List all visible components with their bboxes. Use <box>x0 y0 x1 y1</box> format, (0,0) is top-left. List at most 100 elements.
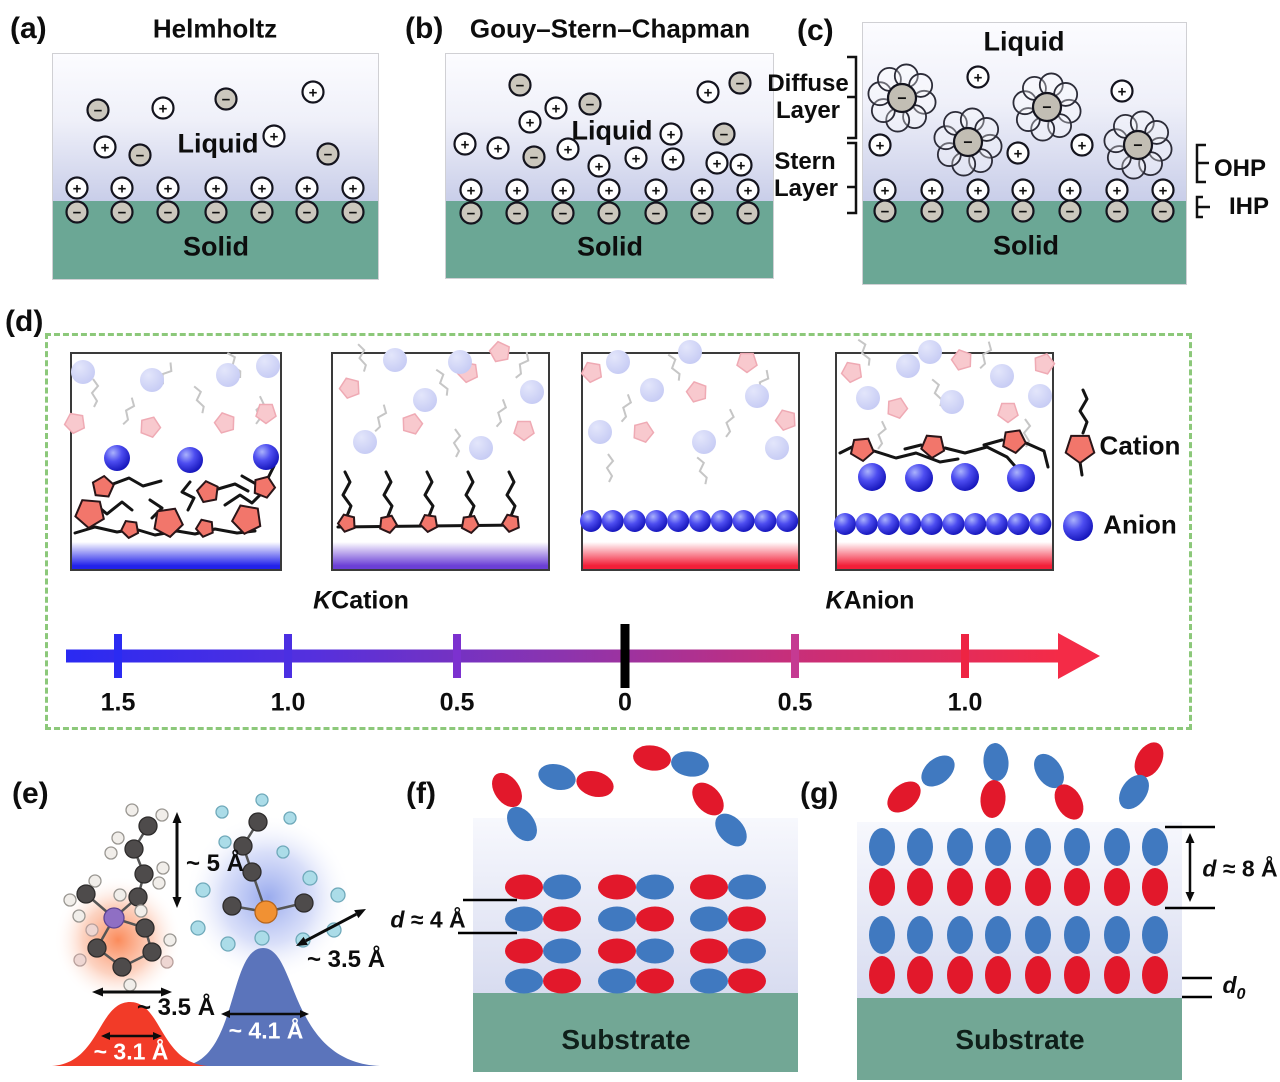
panel-d-gradient-blue <box>72 542 280 569</box>
atom-f <box>195 882 211 898</box>
atom-h <box>111 831 125 845</box>
atom-c <box>128 887 148 907</box>
dim-d0-label: d0 <box>1222 972 1245 1004</box>
d8-arrow <box>1185 833 1195 902</box>
axis-tick-label: 0 <box>618 688 632 717</box>
dim-d4-label: d ≈ 4 Å <box>390 907 465 934</box>
panel-e-label: (e) <box>12 777 49 810</box>
cation-ellipse <box>692 782 724 816</box>
kcation-label: KCation <box>313 587 409 616</box>
atom-c <box>138 816 158 836</box>
bond <box>121 950 153 969</box>
panel-e-illustration <box>52 793 380 1066</box>
anion-35A-arrow <box>296 909 366 946</box>
axis-tick-label: 1.0 <box>270 688 306 717</box>
legend-cation-label: Cation <box>1099 430 1181 461</box>
anion-ellipse <box>1119 774 1149 810</box>
stern-layer-label-line2: Layer <box>773 175 839 202</box>
bond <box>241 821 260 847</box>
kcation-k: K <box>313 586 332 615</box>
atom-f <box>255 793 269 807</box>
anion-ellipse <box>1034 753 1064 789</box>
panel-g-liquid-region <box>857 822 1182 998</box>
atom-c <box>87 938 107 958</box>
atom-f <box>283 811 297 825</box>
cation-ellipse <box>492 772 522 808</box>
panel-a-solid-label: Solid <box>183 231 249 262</box>
anion-ellipse <box>671 751 709 777</box>
panel-d-dashed-border <box>45 333 1192 730</box>
ohp-label: OHP <box>1213 155 1267 182</box>
panel-a-label: (a) <box>10 12 47 45</box>
dim-d8-d: d <box>1202 855 1217 882</box>
atom-h <box>72 909 86 923</box>
cation-ellipse <box>633 745 671 771</box>
atom-h <box>155 808 169 822</box>
atom-n <box>103 907 125 929</box>
bond <box>265 901 305 914</box>
atom-f <box>295 932 311 948</box>
bond <box>143 927 154 953</box>
panel-a-title: Helmholtz <box>152 13 278 44</box>
anion-ellipse <box>921 755 955 787</box>
panel-b-label: (b) <box>405 12 444 45</box>
atom-c <box>242 862 262 882</box>
atom-f <box>254 930 270 946</box>
panel-b-solid-label: Solid <box>577 231 643 262</box>
atom-hp <box>73 953 87 967</box>
bond <box>113 896 139 919</box>
bond <box>132 825 150 850</box>
legend-anion-label: Anion <box>1103 509 1177 540</box>
dim-d0-d: d <box>1222 972 1237 999</box>
panel-a-liquid-label: Liquid <box>177 128 259 159</box>
atom-c <box>112 957 132 977</box>
cation-ellipse <box>980 780 1006 818</box>
diffuse-layer-label-line2: Layer <box>775 97 841 124</box>
cation-ellipse <box>1134 742 1164 778</box>
cation-ellipse <box>1054 784 1084 820</box>
atom-f <box>190 920 206 936</box>
dim-blue-sigma-label: ~ 4.1 Å <box>228 1017 304 1044</box>
panel-f-liquid-region <box>473 818 798 993</box>
stern-bracket <box>847 141 858 215</box>
atom-f <box>326 922 342 938</box>
panel-f-label: (f) <box>406 777 436 810</box>
cation-glow <box>54 876 182 1004</box>
atom-h <box>88 874 102 888</box>
bond <box>85 893 115 919</box>
panel-a-liquid-region <box>53 54 378 201</box>
atom-c <box>222 896 242 916</box>
atom-f <box>215 805 229 819</box>
dim-d4-d: d <box>390 906 405 933</box>
atom-h <box>104 846 118 860</box>
atom-c <box>124 839 144 859</box>
atom-f <box>302 870 318 886</box>
height-5A-arrow <box>172 812 182 908</box>
bond <box>241 845 254 873</box>
bond <box>95 917 116 949</box>
panel-g-substrate-region <box>857 998 1182 1080</box>
panel-f-substrate-region <box>473 993 798 1072</box>
dim-d4-rest: ≈ 4 Å <box>404 906 466 933</box>
atom-h <box>113 888 127 902</box>
bond <box>250 871 268 913</box>
atom-h <box>63 893 77 907</box>
atom-o <box>254 900 278 924</box>
panel-d-snapshot-3 <box>581 352 800 571</box>
cation-ellipse <box>887 781 921 813</box>
atom-hp <box>85 923 99 937</box>
dim-d0-sub: 0 <box>1236 984 1246 1003</box>
bond <box>96 947 123 968</box>
kcation-rest: Cation <box>331 586 409 615</box>
panel-c-liquid-label: Liquid <box>983 26 1065 57</box>
atom-h <box>125 803 139 817</box>
kanion-label: KAnion <box>826 587 915 616</box>
atom-h <box>134 904 148 918</box>
dim-d8-rest: ≈ 8 Å <box>1216 855 1278 882</box>
atom-c <box>135 918 155 938</box>
panel-d-snapshot-2 <box>331 352 550 571</box>
atom-c <box>134 864 154 884</box>
bond <box>132 848 146 875</box>
panel-d-gradient-red <box>583 542 798 569</box>
